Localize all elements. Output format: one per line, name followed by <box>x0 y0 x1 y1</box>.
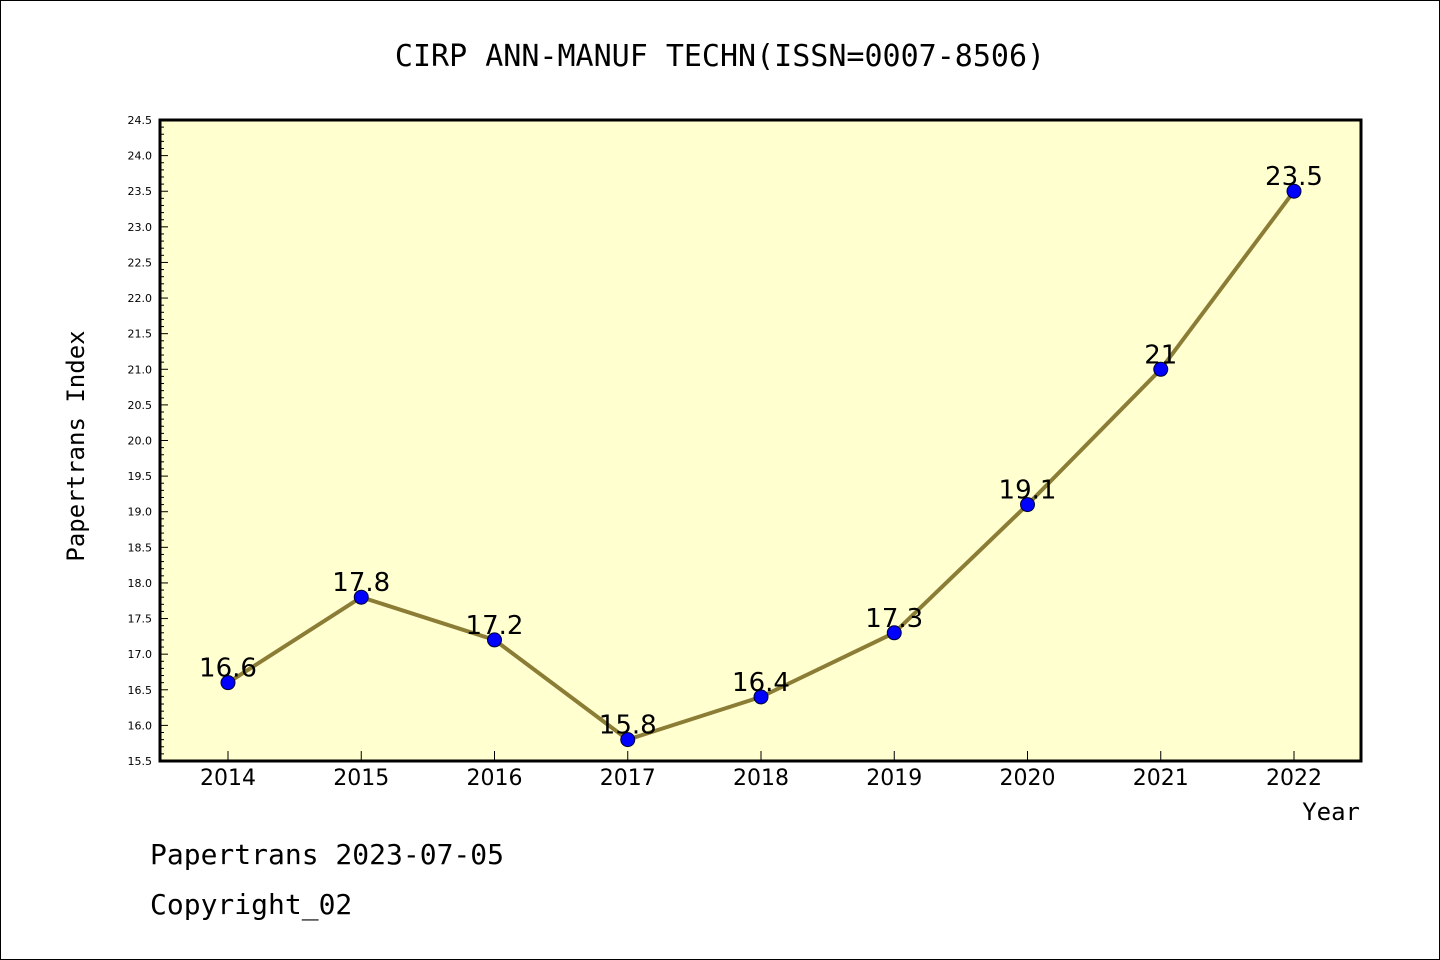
y-tick-label: 19.5 <box>128 470 153 483</box>
chart-title: CIRP ANN-MANUF TECHN(ISSN=0007-8506) <box>395 39 1045 74</box>
data-label: 16.6 <box>199 654 257 684</box>
y-tick-label: 16.0 <box>128 719 153 732</box>
data-point <box>620 732 636 748</box>
y-tick-label: 23.0 <box>128 221 153 234</box>
y-tick-label: 19.0 <box>128 506 153 519</box>
x-tick-label: 2020 <box>1000 766 1056 791</box>
footer-date: Papertrans 2023-07-05 <box>150 838 504 871</box>
data-point <box>353 589 369 605</box>
data-label: 17.3 <box>865 604 923 634</box>
series-group: 16.6 17.8 17.2 15.8 16.4 17.3 19.1 21 23.5 <box>199 162 1323 748</box>
y-tick-label: 22.0 <box>128 292 153 305</box>
x-tick-label: 2022 <box>1266 766 1322 791</box>
data-label: 19.1 <box>999 476 1057 506</box>
data-label: 23.5 <box>1265 162 1323 192</box>
x-tick-label: 2021 <box>1133 766 1189 791</box>
x-axis: 2014 2015 2016 2017 2018 2019 2020 2021 2022 <box>200 751 1322 791</box>
x-tick-label: 2018 <box>733 766 789 791</box>
data-point <box>487 632 502 648</box>
data-label: 16.4 <box>732 668 790 698</box>
y-axis: 15.5 16.0 16.5 17.0 17.5 18.0 18.5 19.0 19.5 20.0… <box>128 114 168 768</box>
data-point <box>220 675 236 691</box>
y-tick-label: 21.5 <box>128 328 153 341</box>
x-tick-label: 2019 <box>866 766 922 791</box>
data-label: 21 <box>1144 340 1177 370</box>
y-tick-label: 24.5 <box>128 114 153 127</box>
data-point <box>1153 361 1169 377</box>
data-point <box>1020 497 1035 513</box>
data-point <box>886 625 902 641</box>
x-tick-label: 2016 <box>467 766 523 791</box>
y-tick-label: 18.5 <box>128 541 153 554</box>
y-tick-label: 22.5 <box>128 256 153 269</box>
y-tick-label: 23.5 <box>128 185 153 198</box>
data-label: 17.2 <box>466 611 524 641</box>
data-point <box>1286 183 1302 199</box>
y-tick-label: 15.5 <box>128 755 153 768</box>
x-tick-label: 2017 <box>600 766 656 791</box>
y-axis-label: Papertrans Index <box>62 330 90 561</box>
y-tick-label: 18.0 <box>128 577 153 590</box>
data-label: 17.8 <box>332 568 390 598</box>
y-tick-label: 17.0 <box>128 648 153 661</box>
y-tick-label: 24.0 <box>128 150 153 163</box>
x-tick-label: 2015 <box>333 766 389 791</box>
data-point <box>753 689 769 705</box>
y-tick-label: 21.0 <box>128 363 153 376</box>
x-tick-label: 2014 <box>200 766 256 791</box>
footer-copyright: Copyright_02 <box>150 888 352 922</box>
y-tick-label: 16.5 <box>128 684 153 697</box>
plot-area <box>158 118 1363 763</box>
y-tick-label: 20.5 <box>128 399 153 412</box>
y-tick-label: 20.0 <box>128 435 153 448</box>
x-axis-label: Year <box>1302 798 1360 826</box>
data-label: 15.8 <box>599 711 657 741</box>
y-tick-label: 17.5 <box>128 613 153 626</box>
